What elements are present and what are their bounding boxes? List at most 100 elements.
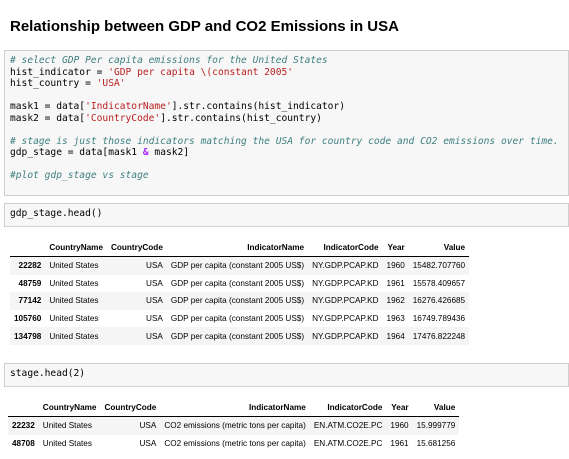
table-cell: GDP per capita (constant 2005 US$) <box>166 292 309 310</box>
table-cell: NY.GDP.PCAP.KD <box>312 278 379 288</box>
table-cell: United States <box>49 278 99 288</box>
code-str: 'GDP per capita \(constant 2005' <box>108 66 294 78</box>
code-text: mask1 = data[ <box>10 101 86 112</box>
table-cell: United States <box>45 256 108 275</box>
table-cell: 1960 <box>382 256 409 275</box>
table-cell: United States <box>42 438 92 448</box>
table-row: 22232 United States USA CO2 emissions (metr… <box>8 416 460 435</box>
table-cell: USA <box>146 278 163 288</box>
row-index: 105760 <box>14 314 42 324</box>
row-index: 77142 <box>10 292 46 310</box>
row-index: 48708 <box>12 438 35 448</box>
code-comment: # select GDP Per capita emissions for th… <box>10 55 328 66</box>
row-index: 48759 <box>18 278 42 288</box>
row-index: 134798 <box>10 327 46 345</box>
table-cell: 1961 <box>386 278 405 288</box>
table-row: 77142 United States USA GDP per capita (con… <box>10 292 470 310</box>
code-line: hist_indicator = 'GDP per capita \(const… <box>10 67 568 79</box>
index-header <box>10 238 46 257</box>
table-cell: 15.999779 <box>412 416 460 435</box>
column-header: Year <box>382 238 409 257</box>
table-cell: 15482.707760 <box>408 256 470 275</box>
table-cell: NY.GDP.PCAP.KD <box>308 256 383 275</box>
table-cell: USA <box>139 438 157 448</box>
table-cell: 15.681256 <box>416 438 456 448</box>
code-line: hist_country = 'USA' <box>10 78 568 90</box>
table-cell: 1964 <box>382 327 409 345</box>
table-cell: 1960 <box>386 416 413 435</box>
code-text: ].str.contains(hist_indicator) <box>171 101 346 112</box>
dataframe-output-2: CountryName CountryCode IndicatorName Indic… <box>8 398 460 453</box>
row-index: 22232 <box>8 416 39 435</box>
table-cell: United States <box>49 314 99 324</box>
table-cell: GDP per capita (constant 2005 US$) <box>166 256 309 275</box>
code-text: gdp_stage = data[mask1 <box>10 147 143 158</box>
code-cell-2[interactable]: gdp_stage.head() <box>4 203 569 227</box>
table-cell: 17476.822248 <box>408 327 470 345</box>
column-header: CountryCode <box>107 238 167 257</box>
table-cell: USA <box>107 292 167 310</box>
code-line: mask2 = data['CountryCode'].str.contains… <box>10 113 568 125</box>
table-cell: 1962 <box>382 292 409 310</box>
table-cell: United States <box>45 327 108 345</box>
table-cell: NY.GDP.PCAP.KD <box>308 327 383 345</box>
table-row: 48708 United States USA CO2 emissions (metr… <box>8 435 459 453</box>
code-editor-2[interactable]: gdp_stage.head() <box>10 208 103 219</box>
table-cell: United States <box>45 292 108 310</box>
table-cell: United States <box>38 416 101 435</box>
column-header: IndicatorName <box>166 238 309 257</box>
code-text: hist_country = <box>10 78 97 89</box>
code-line: # select GDP Per capita emissions for th… <box>10 55 568 67</box>
code-comment: #plot gdp_stage vs stage <box>10 170 149 181</box>
table-cell: GDP per capita (constant 2005 US$) <box>170 278 305 288</box>
table-row: 134798 United States USA GDP per capita (co… <box>10 327 470 345</box>
table-cell: 16749.789436 <box>412 314 466 324</box>
code-line <box>10 159 568 171</box>
code-cell-1[interactable]: # select GDP Per capita emissions for th… <box>4 50 569 196</box>
code-editor-3[interactable]: stage.head(2) <box>10 368 86 379</box>
code-cell-3[interactable]: stage.head(2) <box>4 363 569 387</box>
table-cell: GDP per capita (constant 2005 US$) <box>166 327 309 345</box>
code-str: 'CountryCode' <box>85 112 161 124</box>
code-line <box>10 124 568 136</box>
table-cell: EN.ATM.CO2E.PC <box>309 416 387 435</box>
column-header: Value <box>412 398 460 417</box>
page-title: Relationship between GDP and CO2 Emissio… <box>10 18 399 35</box>
code-text: mask2] <box>148 147 190 158</box>
column-header: Year <box>386 398 413 417</box>
code-text: hist_indicator = <box>10 66 109 78</box>
code-op: & <box>142 147 149 158</box>
table-cell: NY.GDP.PCAP.KD <box>312 314 379 324</box>
table-cell: USA <box>107 327 167 345</box>
table-cell: USA <box>146 314 163 324</box>
code-line: #plot gdp_stage vs stage <box>10 170 568 182</box>
table-row: 22282 United States USA GDP per capita (con… <box>10 256 470 275</box>
code-text: ].str.contains(hist_country) <box>160 112 322 124</box>
table-cell: GDP per capita (constant 2005 US$) <box>170 314 305 324</box>
table-cell: 1961 <box>390 438 409 448</box>
code-line <box>10 90 568 102</box>
index-header <box>8 398 39 417</box>
table-cell: 1963 <box>386 314 405 324</box>
column-header: Value <box>408 238 470 257</box>
table-cell: EN.ATM.CO2E.PC <box>313 438 383 448</box>
code-str: 'USA' <box>96 78 126 89</box>
table-cell: CO2 emissions (metric tons per capita) <box>160 416 310 435</box>
table-row: 105760 United States USA GDP per capita (co… <box>10 310 469 328</box>
table-cell: CO2 emissions (metric tons per capita) <box>164 438 306 448</box>
column-header: IndicatorName <box>160 398 310 417</box>
column-header: IndicatorCode <box>308 238 383 257</box>
table-cell: 15578.409657 <box>412 278 466 288</box>
row-index: 22282 <box>10 256 46 275</box>
code-editor-1[interactable]: # select GDP Per capita emissions for th… <box>5 51 568 182</box>
dataframe-output-1: CountryName CountryCode IndicatorName Indic… <box>10 238 470 345</box>
code-str: 'IndicatorName' <box>85 101 172 112</box>
table-cell: NY.GDP.PCAP.KD <box>308 292 383 310</box>
table-cell: USA <box>100 416 161 435</box>
column-header: IndicatorCode <box>309 398 387 417</box>
column-header: CountryName <box>45 238 108 257</box>
code-line: # stage is just those indicators matchin… <box>10 136 568 148</box>
column-header: CountryCode <box>100 398 161 417</box>
code-comment: # stage is just those indicators matchin… <box>10 135 559 147</box>
table-row: 48759 United States USA GDP per capita (con… <box>10 275 469 293</box>
